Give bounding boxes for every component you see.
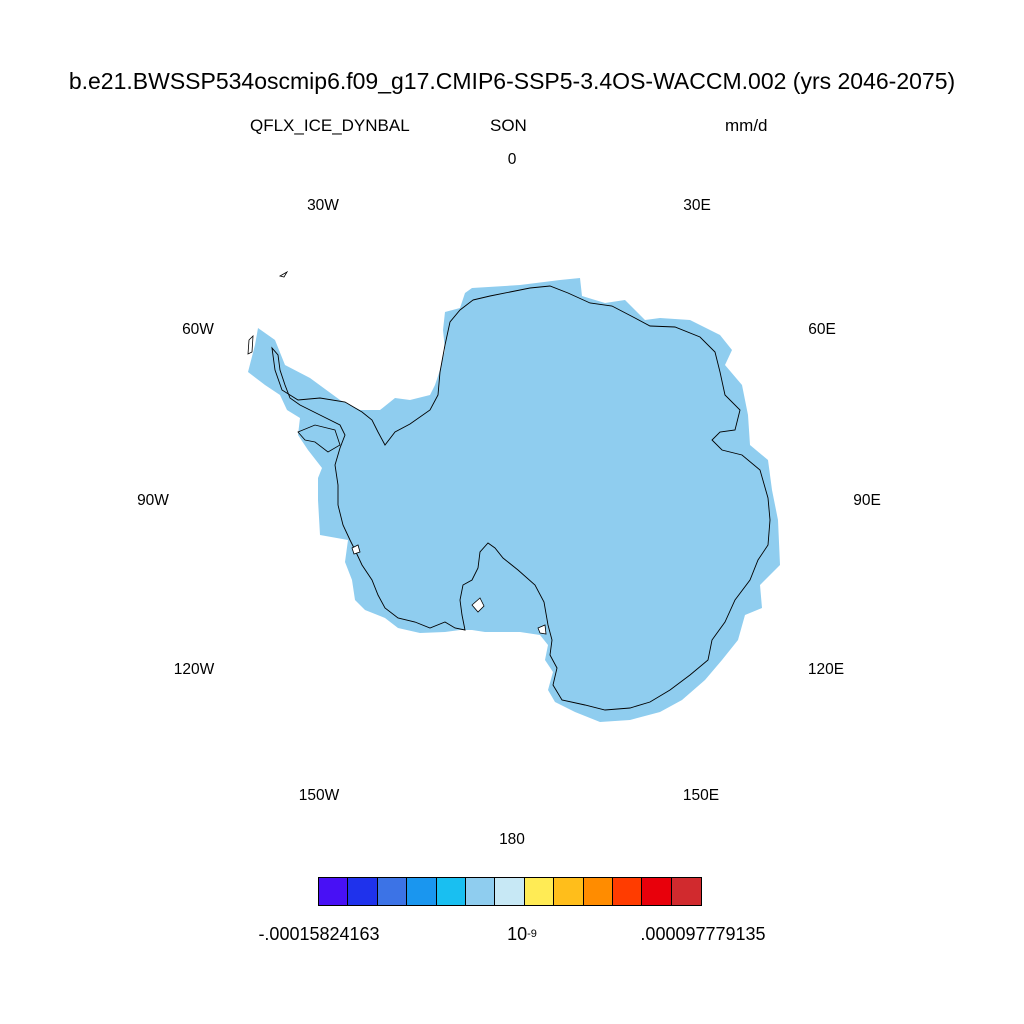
variable-name: QFLX_ICE_DYNBAL <box>250 116 410 135</box>
island-outline <box>278 270 289 278</box>
colorbar-max-label: .000097779135 <box>640 924 766 944</box>
coastline <box>271 285 771 711</box>
colorbar-box <box>348 878 378 905</box>
lon-label-120w: 120W <box>173 661 215 678</box>
colorbar-box <box>612 878 643 905</box>
lon-label-30w: 30W <box>307 197 339 214</box>
island-outline <box>537 624 547 635</box>
colorbar <box>318 877 703 906</box>
colorbar-box <box>377 878 408 905</box>
colorbar-mid-base: 10 <box>507 924 528 944</box>
colorbar-box <box>642 878 672 905</box>
colorbar-box <box>671 878 702 905</box>
colorbar-box <box>436 878 466 905</box>
colorbar-box <box>495 878 525 905</box>
ice-shelf-outline <box>297 424 341 453</box>
main-title: b.e21.BWSSP534oscmip6.f09_g17.CMIP6-SSP5… <box>68 68 956 94</box>
lon-label-60e: 60E <box>808 321 836 338</box>
lon-label-0: 0 <box>507 151 517 168</box>
colorbar-box <box>319 878 349 905</box>
colorbar-min-label: -.00015824163 <box>258 924 380 944</box>
colorbar-box <box>524 878 555 905</box>
lon-label-150w: 150W <box>298 787 340 804</box>
island-outline <box>247 334 254 355</box>
colorbar-box <box>583 878 613 905</box>
colorbar-mid-exponent: -9 <box>527 928 537 940</box>
lon-label-120e: 120E <box>807 661 845 678</box>
colorbar-mid-label: 10-9 <box>507 924 537 945</box>
units-label: mm/d <box>725 116 768 135</box>
lon-label-90e: 90E <box>853 492 881 509</box>
lon-label-150e: 150E <box>682 787 720 804</box>
island-outline <box>471 597 485 613</box>
colorbar-box <box>554 878 584 905</box>
lon-label-90w: 90W <box>137 492 169 509</box>
lon-label-180: 180 <box>499 831 525 848</box>
season-label: SON <box>490 116 527 135</box>
colorbar-box <box>407 878 437 905</box>
island-outline <box>351 544 361 555</box>
lon-label-30e: 30E <box>683 197 711 214</box>
lon-label-60w: 60W <box>182 321 214 338</box>
colorbar-box <box>465 878 496 905</box>
antarctica-field <box>248 278 780 722</box>
